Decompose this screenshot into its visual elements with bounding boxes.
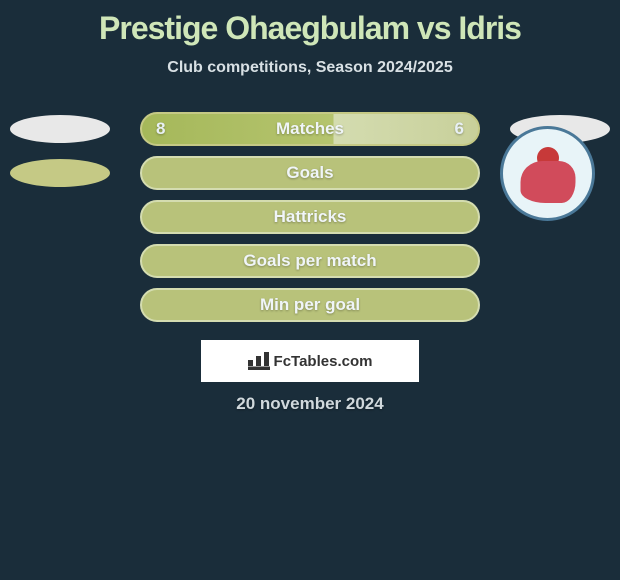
stat-label: Hattricks [274,207,347,227]
chart-icon [248,352,270,370]
stat-bar-hattricks: Hattricks [140,200,480,234]
stat-bar-goals-per-match: Goals per match [140,244,480,278]
team-left-logo-placeholder [10,159,110,187]
stat-label: Matches [276,119,344,139]
stat-bar-matches: 8 Matches 6 [140,112,480,146]
stat-bar-min-per-goal: Min per goal [140,288,480,322]
comparison-widget: Prestige Ohaegbulam vs Idris Club compet… [0,0,620,424]
badge-map-icon [520,161,575,203]
stat-row-min-per-goal: Min per goal [0,288,620,322]
stat-label: Goals per match [243,251,376,271]
stat-row-goals: Goals [0,156,620,190]
page-title: Prestige Ohaegbulam vs Idris [0,10,620,47]
team-left-logo-placeholder [10,115,110,143]
stat-row-hattricks: Hattricks [0,200,620,234]
date-label: 20 november 2024 [0,394,620,414]
season-subtitle: Club competitions, Season 2024/2025 [0,59,620,77]
stat-bar-goals: Goals [140,156,480,190]
stat-right-value: 6 [455,119,464,139]
stat-label: Goals [286,163,333,183]
stat-label: Min per goal [260,295,360,315]
stat-left-value: 8 [156,119,165,139]
club-badge-graphic [512,143,584,203]
branding-text: FcTables.com [274,353,373,370]
stat-row-goals-per-match: Goals per match [0,244,620,278]
branding-box[interactable]: FcTables.com [201,340,419,382]
